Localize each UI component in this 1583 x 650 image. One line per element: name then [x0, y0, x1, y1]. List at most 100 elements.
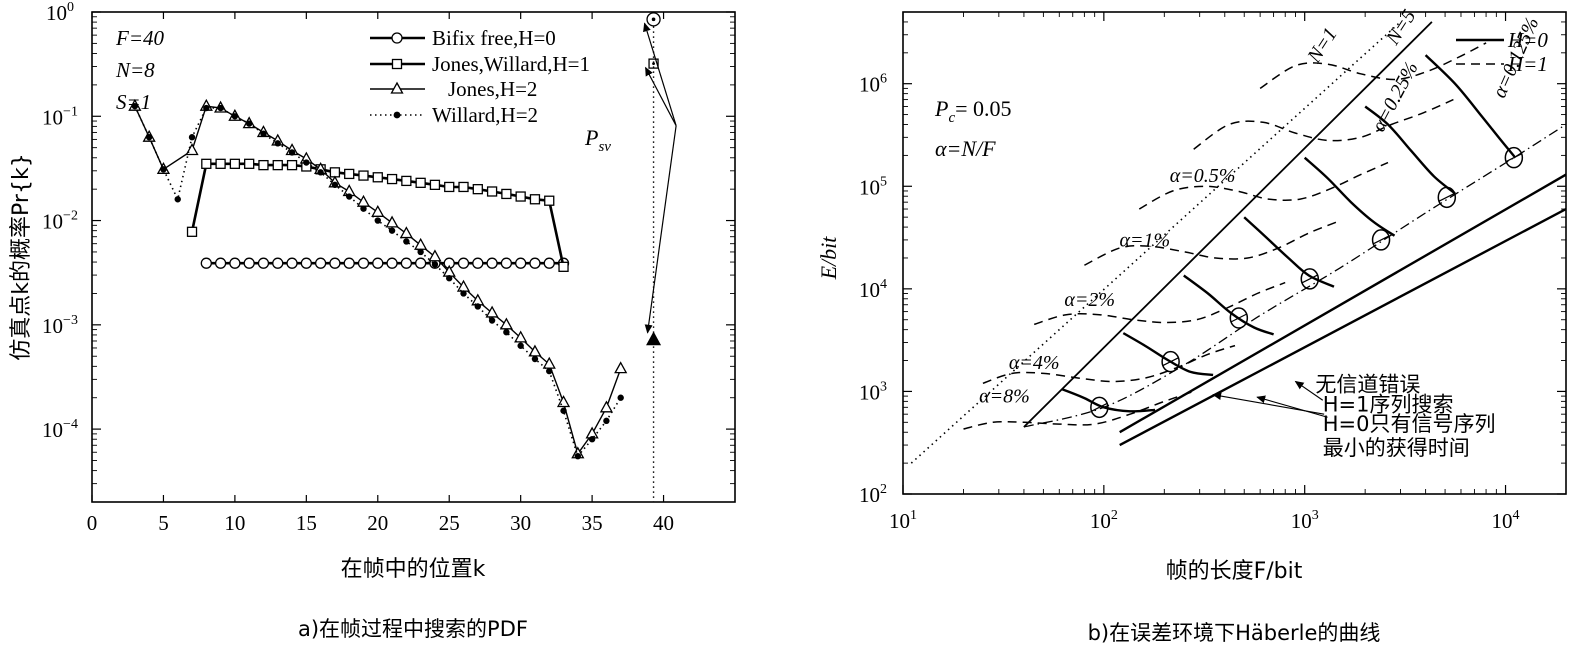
data-point	[485, 305, 499, 318]
data-point	[472, 257, 484, 269]
data-point	[414, 257, 427, 269]
data-point	[444, 181, 455, 193]
data-point	[515, 191, 526, 202]
data-point	[474, 303, 481, 310]
data-point	[371, 204, 385, 217]
data-point	[201, 158, 212, 169]
x-tick-label: 25	[439, 511, 460, 535]
data-point	[372, 257, 384, 269]
data-point	[357, 257, 370, 269]
outlier-point	[646, 331, 662, 346]
x-tick-label: 104	[1492, 508, 1520, 533]
y-tick-label: 103	[859, 379, 887, 404]
data-point	[257, 257, 270, 269]
data-point	[503, 328, 510, 336]
chart-b-param-pc: Pc= 0.05	[934, 96, 1012, 126]
psv-annotation: Psv	[584, 22, 677, 334]
chart-a-y-ticks: 10−4 10−3 10−2 10−1 100	[42, 0, 735, 503]
data-point	[517, 342, 524, 349]
x-tick-label: 5	[158, 511, 169, 535]
note-label: 最小的获得时间	[1323, 436, 1470, 460]
data-point	[314, 257, 327, 269]
data-point	[231, 113, 239, 120]
chart-b-y-axis-label: E/bit	[816, 236, 841, 281]
data-point	[617, 394, 624, 401]
legend-marker-triangle	[390, 81, 404, 94]
data-point	[403, 238, 410, 245]
y-tick-label: 10−4	[42, 417, 78, 442]
data-point	[546, 367, 553, 375]
chart-b-plot-content	[910, 21, 1566, 464]
plot-clipped-area	[910, 21, 1566, 464]
legend-entry-jones-willard: Jones,Willard,H=1	[370, 52, 590, 76]
data-point	[217, 104, 224, 112]
data-point	[288, 149, 296, 156]
legend-entry-bifix-free: Bifix free,H=0	[370, 26, 556, 50]
data-point	[346, 193, 353, 200]
chart-b-x-ticks: 101 102 103 104	[889, 12, 1567, 533]
note-arrow	[1294, 380, 1324, 401]
optimum-circle	[1161, 350, 1180, 373]
data-point	[344, 168, 355, 180]
optimum-circle-tick	[1162, 357, 1179, 367]
data-point	[457, 257, 470, 269]
chart-b-caption: b)在误差环境下Häberle的曲线	[1088, 621, 1381, 645]
data-point	[574, 452, 582, 460]
optimum-circle-tick	[1505, 153, 1523, 163]
optimum-circle	[1300, 268, 1320, 290]
data-point	[386, 257, 398, 269]
data-point	[488, 317, 496, 324]
data-point	[186, 226, 198, 237]
data-point	[614, 361, 628, 374]
optimum-circle-tick	[1091, 402, 1108, 412]
optimum-circle-tick	[1301, 274, 1319, 284]
legend-marker-dot	[393, 111, 401, 119]
data-point	[358, 170, 369, 181]
data-point	[446, 275, 453, 282]
y-tick-label: 100	[46, 0, 74, 25]
data-point	[215, 158, 226, 169]
data-point	[374, 217, 381, 224]
y-tick-label: 10−1	[42, 104, 78, 129]
data-point	[200, 257, 212, 269]
h1-curve	[1259, 42, 1487, 90]
data-point	[131, 102, 139, 110]
chart-a-param-n: N=8	[115, 58, 155, 82]
x-tick-label: 30	[510, 511, 531, 535]
alpha-label: α=8%	[979, 385, 1030, 407]
data-point	[188, 134, 196, 141]
y-tick-label: 104	[859, 277, 887, 302]
psv-arrow	[643, 22, 677, 126]
data-point	[486, 257, 498, 269]
x-tick-label: 20	[367, 511, 388, 535]
h1-curve	[963, 390, 1194, 430]
data-point	[385, 215, 399, 228]
data-point	[372, 172, 383, 183]
h1-curve	[1138, 161, 1389, 210]
data-point	[174, 196, 181, 203]
data-point	[458, 181, 469, 193]
data-point	[542, 356, 556, 369]
data-point	[556, 395, 571, 408]
data-point	[431, 261, 439, 268]
data-point	[401, 175, 412, 187]
data-point	[515, 257, 527, 269]
chart-b-legend: H=0 H=1	[1456, 28, 1548, 76]
x-tick-label: 102	[1090, 508, 1118, 533]
h0-curve	[1424, 54, 1517, 159]
y-tick-label: 105	[859, 174, 887, 199]
data-point	[501, 188, 512, 200]
data-point	[417, 248, 424, 256]
y-tick-label: 10−2	[42, 209, 78, 234]
data-point	[603, 417, 610, 425]
data-point	[317, 169, 324, 176]
data-point	[229, 257, 241, 269]
data-point	[414, 237, 428, 250]
data-point	[429, 179, 441, 190]
chart-b-param-alpha: α=N/F	[935, 136, 996, 161]
alpha-label: α=4%	[1009, 352, 1060, 374]
data-point	[331, 181, 339, 189]
legend-marker-square	[391, 58, 403, 70]
optimum-circle	[1371, 229, 1391, 251]
